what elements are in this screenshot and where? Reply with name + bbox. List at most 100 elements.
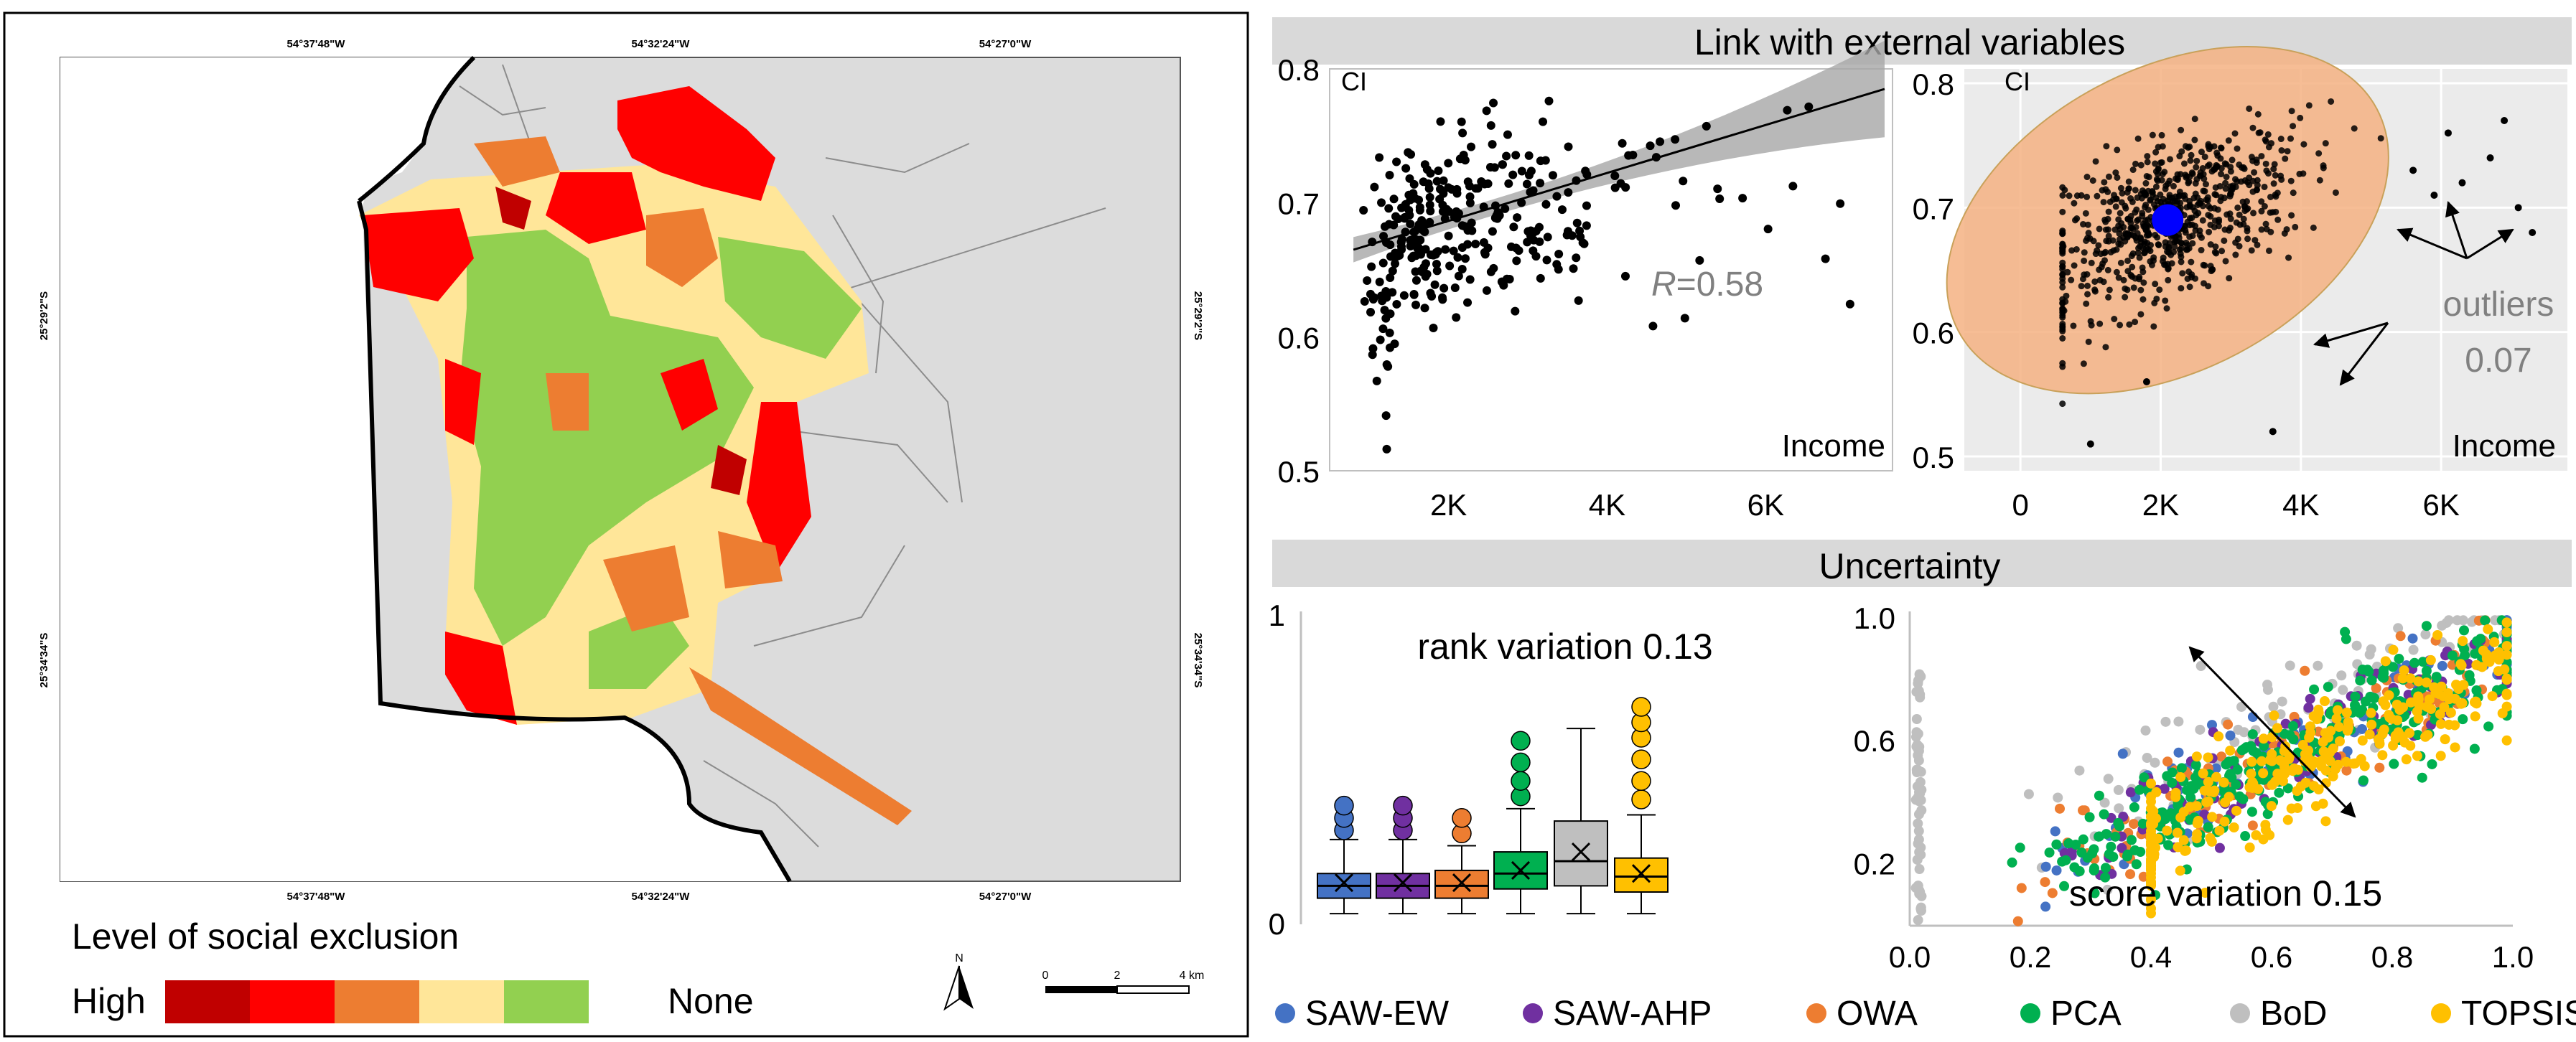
scatter-regression-point	[1440, 214, 1450, 223]
scatter-outliers-point	[2104, 266, 2111, 273]
score-point	[2282, 815, 2293, 825]
scatter-outliers-point	[2218, 164, 2225, 172]
score-point	[2244, 842, 2255, 853]
scatter-regression-point	[1416, 221, 1425, 230]
coord-left-2: 25°34'34"S	[38, 633, 50, 688]
score-point	[2272, 769, 2283, 779]
scatter-regression-point	[1381, 411, 1391, 421]
score-point	[2044, 847, 2055, 858]
scatter-outliers-point	[2127, 195, 2134, 202]
score-point	[2101, 829, 2111, 840]
scatter-regression-point	[1388, 266, 1397, 276]
scatter-outliers-point	[2124, 268, 2132, 275]
scatter-regression-point	[1383, 362, 1393, 371]
score-point	[2493, 647, 2504, 657]
score-point	[2084, 812, 2095, 822]
score-point	[2501, 627, 2512, 638]
scatter-regression-point	[1378, 258, 1388, 268]
scatter-outliers-point	[2180, 160, 2188, 167]
score-point	[2016, 883, 2027, 893]
boxplot-box	[1614, 857, 1669, 893]
score-point	[2258, 834, 2269, 845]
scatter-regression-point	[1432, 177, 1442, 186]
scatter-outliers-point	[2144, 153, 2151, 160]
score-point	[2285, 730, 2295, 741]
scatter-outliers-point	[2106, 286, 2113, 294]
scatter-regression-point	[1414, 195, 1424, 205]
scatter-outliers-point	[2223, 211, 2231, 218]
scatter-outliers-point	[2152, 149, 2160, 156]
score-point	[2151, 787, 2162, 797]
scatter-regression-point	[1452, 313, 1461, 322]
header-bar-uncertainty	[1272, 540, 2572, 587]
score-point	[2094, 831, 2104, 842]
score-title: score variation 0.15	[2069, 873, 2382, 914]
scatter-regression-point	[1554, 249, 1564, 258]
scatter-outliers-point	[2290, 189, 2297, 197]
scatter-outliers-point	[2165, 180, 2172, 187]
scatter-outliers-point	[2262, 220, 2269, 227]
score-point	[2300, 665, 2310, 676]
scatter-outliers-point	[2199, 202, 2206, 210]
score-point	[2351, 640, 2362, 651]
score-point	[2173, 842, 2183, 853]
scatter-outliers-point	[2137, 311, 2145, 318]
scatter-regression-point	[1572, 176, 1581, 185]
score-point	[2213, 731, 2224, 742]
scatter-regression-xlabel: Income	[1782, 428, 1885, 464]
scatter-outliers-point	[2258, 153, 2265, 160]
scatter-regression-point	[1421, 245, 1430, 254]
scatter-outliers-point	[2328, 98, 2335, 105]
scatter-outliers-point	[2094, 192, 2101, 200]
scatter-outliers-point	[2227, 164, 2234, 171]
score-point	[2219, 816, 2230, 827]
scatter-outliers-point	[2282, 155, 2289, 162]
score-point	[2071, 840, 2081, 850]
scatter-outliers-point	[2264, 131, 2272, 138]
scatter-regression-point	[1455, 154, 1465, 164]
scatter-regression-point	[1391, 212, 1400, 221]
score-point	[2408, 644, 2419, 655]
scatter-regression-ytick: 0.7	[1278, 187, 1320, 221]
scatter-regression-point	[1529, 246, 1538, 255]
scatter-regression-xtick: 2K	[1430, 488, 1467, 522]
scatter-outliers-point	[2191, 136, 2198, 144]
scatter-outliers-point	[2117, 184, 2124, 192]
scatter-outliers-point	[2229, 186, 2236, 193]
scale-label-4: 4 km	[1180, 970, 1205, 982]
score-point	[2267, 779, 2277, 790]
scatter-regression-point	[1401, 227, 1410, 237]
scatter-outliers-point	[2174, 198, 2181, 205]
scatter-outliers-point	[2060, 243, 2067, 250]
score-point	[2320, 728, 2330, 738]
scatter-outliers-point	[2071, 200, 2078, 207]
scatter-regression-point	[1367, 262, 1376, 271]
boxplot-outlier	[1511, 731, 1531, 751]
scatter-outliers-point	[2166, 192, 2173, 199]
scatter-outliers-point	[2122, 205, 2129, 212]
score-point	[2137, 818, 2148, 829]
score-point	[2425, 654, 2436, 665]
scatter-regression-point	[1548, 171, 1557, 180]
scatter-outliers-xtick: 6K	[2422, 488, 2459, 522]
scatter-regression-point	[1432, 266, 1442, 276]
scatter-outliers-point	[2234, 145, 2241, 152]
scatter-outliers-point	[2059, 299, 2066, 306]
scatter-outliers-point	[2176, 246, 2183, 253]
scatter-outliers-point	[2082, 210, 2089, 217]
score-point	[1911, 766, 1922, 777]
scatter-regression-ylabel: CI	[1341, 67, 1367, 96]
scatter-outliers-point	[2059, 306, 2066, 313]
legend-label-bod: BoD	[2260, 995, 2327, 1033]
scatter-outliers-point	[2099, 187, 2106, 194]
scatter-outliers-point	[2114, 174, 2121, 181]
scatter-outliers-point	[2305, 102, 2313, 109]
scatter-outliers-point	[2207, 213, 2214, 220]
scatter-regression-point	[1493, 214, 1502, 223]
scatter-regression-point	[1511, 151, 1521, 160]
score-point	[2117, 842, 2127, 853]
scatter-regression-point	[1552, 192, 1562, 201]
scatter-regression-point	[1505, 275, 1514, 284]
legend-label-owa: OWA	[1837, 995, 1918, 1033]
scatter-outliers-point	[2272, 172, 2279, 179]
